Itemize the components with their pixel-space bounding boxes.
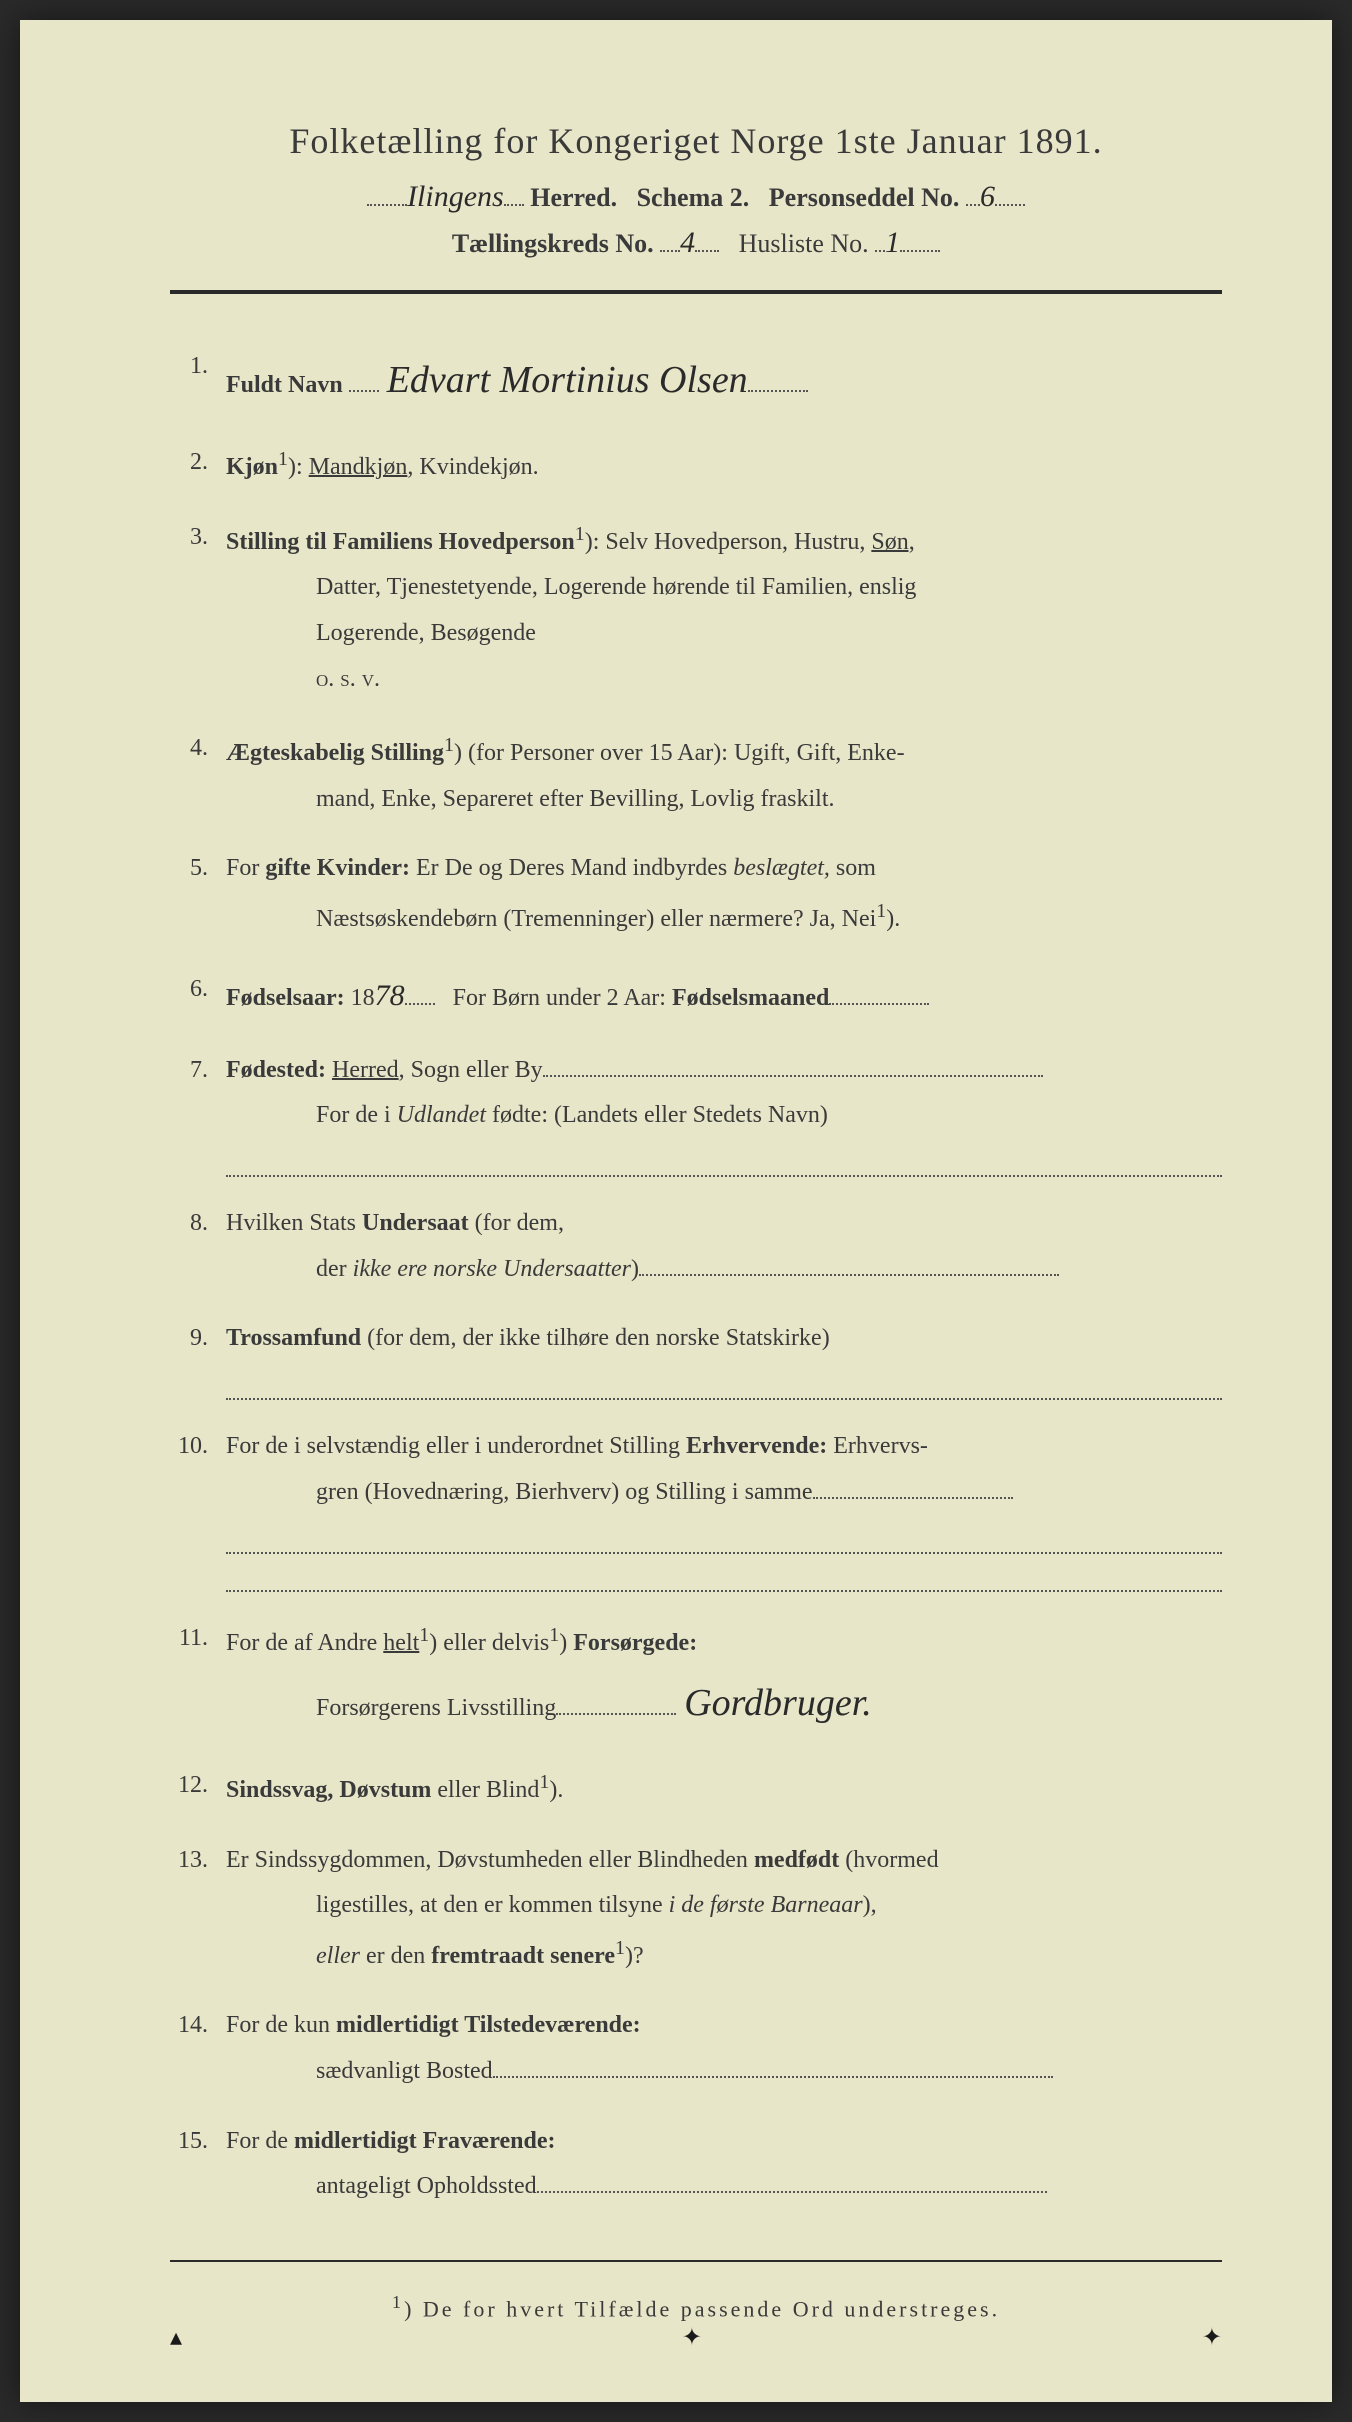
q11-value: Gordbruger.	[676, 1682, 872, 1724]
item-3: 3. Stilling til Familiens Hovedperson1):…	[170, 515, 1222, 702]
footer-rule	[170, 2260, 1222, 2262]
husliste-label: Husliste No.	[739, 229, 869, 258]
q10-label: Erhvervende:	[686, 1433, 827, 1459]
q9-label: Trossamfund	[226, 1325, 361, 1351]
item-1: 1. Fuldt Navn Edvart Mortinius Olsen	[170, 344, 1222, 416]
q3-underlined: Søn,	[871, 529, 914, 555]
personseddel-no: 6	[980, 180, 995, 213]
herred-value: Ilingens	[407, 180, 504, 213]
herred-line: Ilingens Herred. Schema 2. Personseddel …	[170, 180, 1222, 214]
kreds-line: Tællingskreds No. 4 Husliste No. 1	[170, 226, 1222, 260]
herred-label: Herred.	[530, 183, 617, 212]
q6-year: 78	[375, 979, 405, 1012]
q11-label: Forsørgede:	[573, 1630, 697, 1656]
binding-pins: ▴ ✦ ✦	[170, 2323, 1222, 2352]
pin-icon: ✦	[682, 2323, 702, 2352]
item-8: 8. Hvilken Stats Undersaat (for dem, der…	[170, 1201, 1222, 1292]
pin-icon: ▴	[170, 2323, 182, 2352]
item-7: 7. Fødested: Herred, Sogn eller By For d…	[170, 1048, 1222, 1178]
header-rule	[170, 290, 1222, 294]
item-10: 10. For de i selvstændig eller i underor…	[170, 1424, 1222, 1592]
item-15: 15. For de midlertidigt Fraværende: anta…	[170, 2119, 1222, 2210]
personseddel-label: Personseddel No.	[769, 183, 960, 212]
item-14: 14. For de kun midlertidigt Tilstedevære…	[170, 2003, 1222, 2094]
q13-label: medfødt	[754, 1847, 839, 1873]
item-2: 2. Kjøn1): Mandkjøn, Kvindekjøn.	[170, 440, 1222, 491]
page-title: Folketælling for Kongeriget Norge 1ste J…	[170, 120, 1222, 162]
q14-label: midlertidigt Tilstedeværende:	[336, 2012, 641, 2038]
q1-label: Fuldt Navn	[226, 372, 343, 398]
item-11: 11. For de af Andre helt1) eller delvis1…	[170, 1616, 1222, 1739]
schema-label: Schema 2.	[637, 183, 750, 212]
q15-label: midlertidigt Fraværende:	[294, 2128, 556, 2154]
footnote: 1) De for hvert Tilfælde passende Ord un…	[170, 2292, 1222, 2322]
q7-label: Fødested:	[226, 1057, 326, 1083]
q4-label: Ægteskabelig Stilling	[226, 740, 444, 766]
q2-underlined: Mandkjøn	[309, 454, 408, 480]
kreds-no: 4	[680, 226, 695, 259]
q1-value: Edvart Mortinius Olsen	[379, 359, 748, 401]
q12-label: Sindssvag, Døvstum	[226, 1777, 431, 1803]
q6-label: Fødselsaar:	[226, 985, 345, 1011]
q3-label: Stilling til Familiens Hovedperson	[226, 529, 575, 555]
census-page: Folketælling for Kongeriget Norge 1ste J…	[20, 20, 1332, 2402]
item-9: 9. Trossamfund (for dem, der ikke tilhør…	[170, 1316, 1222, 1400]
page-header: Folketælling for Kongeriget Norge 1ste J…	[170, 120, 1222, 260]
q2-label: Kjøn	[226, 454, 278, 480]
item-12: 12. Sindssvag, Døvstum eller Blind1).	[170, 1763, 1222, 1814]
item-5: 5. For gifte Kvinder: Er De og Deres Man…	[170, 846, 1222, 942]
q8-label: Undersaat	[362, 1210, 469, 1236]
item-13: 13. Er Sindssygdommen, Døvstumheden elle…	[170, 1838, 1222, 1980]
q7-underlined: Herred	[332, 1057, 399, 1083]
husliste-no: 1	[885, 226, 900, 259]
kreds-label: Tællingskreds No.	[452, 229, 654, 258]
form-items: 1. Fuldt Navn Edvart Mortinius Olsen 2. …	[170, 344, 1222, 2210]
q13-label2: fremtraadt senere	[431, 1943, 615, 1969]
pin-icon: ✦	[1202, 2323, 1222, 2352]
item-6: 6. Fødselsaar: 1878 For Børn under 2 Aar…	[170, 967, 1222, 1024]
q5-label: gifte Kvinder:	[265, 855, 410, 881]
q6-label2: Fødselsmaaned	[672, 985, 829, 1011]
item-4: 4. Ægteskabelig Stilling1) (for Personer…	[170, 726, 1222, 822]
